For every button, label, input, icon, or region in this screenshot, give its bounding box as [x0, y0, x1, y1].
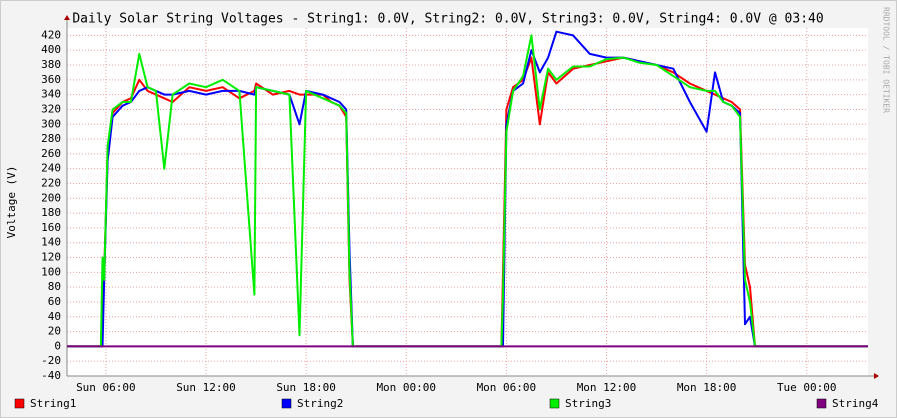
y-tick-label: 160 [41, 221, 61, 234]
y-tick-label: 40 [48, 310, 61, 323]
axis-arrow [64, 15, 70, 20]
y-tick-label: 60 [48, 295, 61, 308]
y-tick-label: 360 [41, 73, 61, 86]
y-tick-label: -20 [41, 354, 61, 367]
y-tick-label: 180 [41, 206, 61, 219]
y-tick-label: 120 [41, 251, 61, 264]
legend-swatch [816, 398, 827, 409]
y-tick-label: 300 [41, 117, 61, 130]
legend-label: String3 [565, 397, 611, 410]
legend-swatch [281, 398, 292, 409]
y-tick-label: 320 [41, 102, 61, 115]
y-axis-label: Voltage (V) [5, 166, 18, 239]
y-tick-label: 0 [54, 339, 61, 352]
chart-title: Daily Solar String Voltages - String1: 0… [72, 12, 823, 27]
y-tick-label: 260 [41, 147, 61, 160]
y-tick-label: 280 [41, 132, 61, 145]
x-tick-label: Mon 12:00 [577, 381, 637, 394]
y-tick-label: 100 [41, 265, 61, 278]
axis-arrow [874, 373, 879, 379]
legend-label: String1 [30, 397, 76, 410]
x-tick-label: Tue 00:00 [777, 381, 837, 394]
x-tick-label: Sun 18:00 [276, 381, 336, 394]
x-tick-label: Mon 00:00 [376, 381, 436, 394]
legend-swatch [14, 398, 25, 409]
x-tick-label: Mon 18:00 [677, 381, 737, 394]
y-tick-label: 80 [48, 280, 61, 293]
y-tick-label: 220 [41, 176, 61, 189]
y-tick-label: 380 [41, 58, 61, 71]
legend-label: String4 [832, 397, 879, 410]
y-tick-label: -40 [41, 369, 61, 382]
y-tick-label: 340 [41, 88, 61, 101]
y-tick-label: 420 [41, 28, 61, 41]
y-tick-label: 240 [41, 162, 61, 175]
x-tick-label: Sun 12:00 [176, 381, 236, 394]
x-tick-label: Sun 06:00 [76, 381, 136, 394]
x-tick-label: Mon 06:00 [477, 381, 537, 394]
y-tick-label: 20 [48, 325, 61, 338]
y-tick-label: 140 [41, 236, 61, 249]
watermark: RRDTOOL / TOBI OETIKER [882, 7, 891, 113]
y-tick-label: 400 [41, 43, 61, 56]
y-tick-label: 200 [41, 191, 61, 204]
legend-swatch [549, 398, 560, 409]
legend-label: String2 [297, 397, 343, 410]
